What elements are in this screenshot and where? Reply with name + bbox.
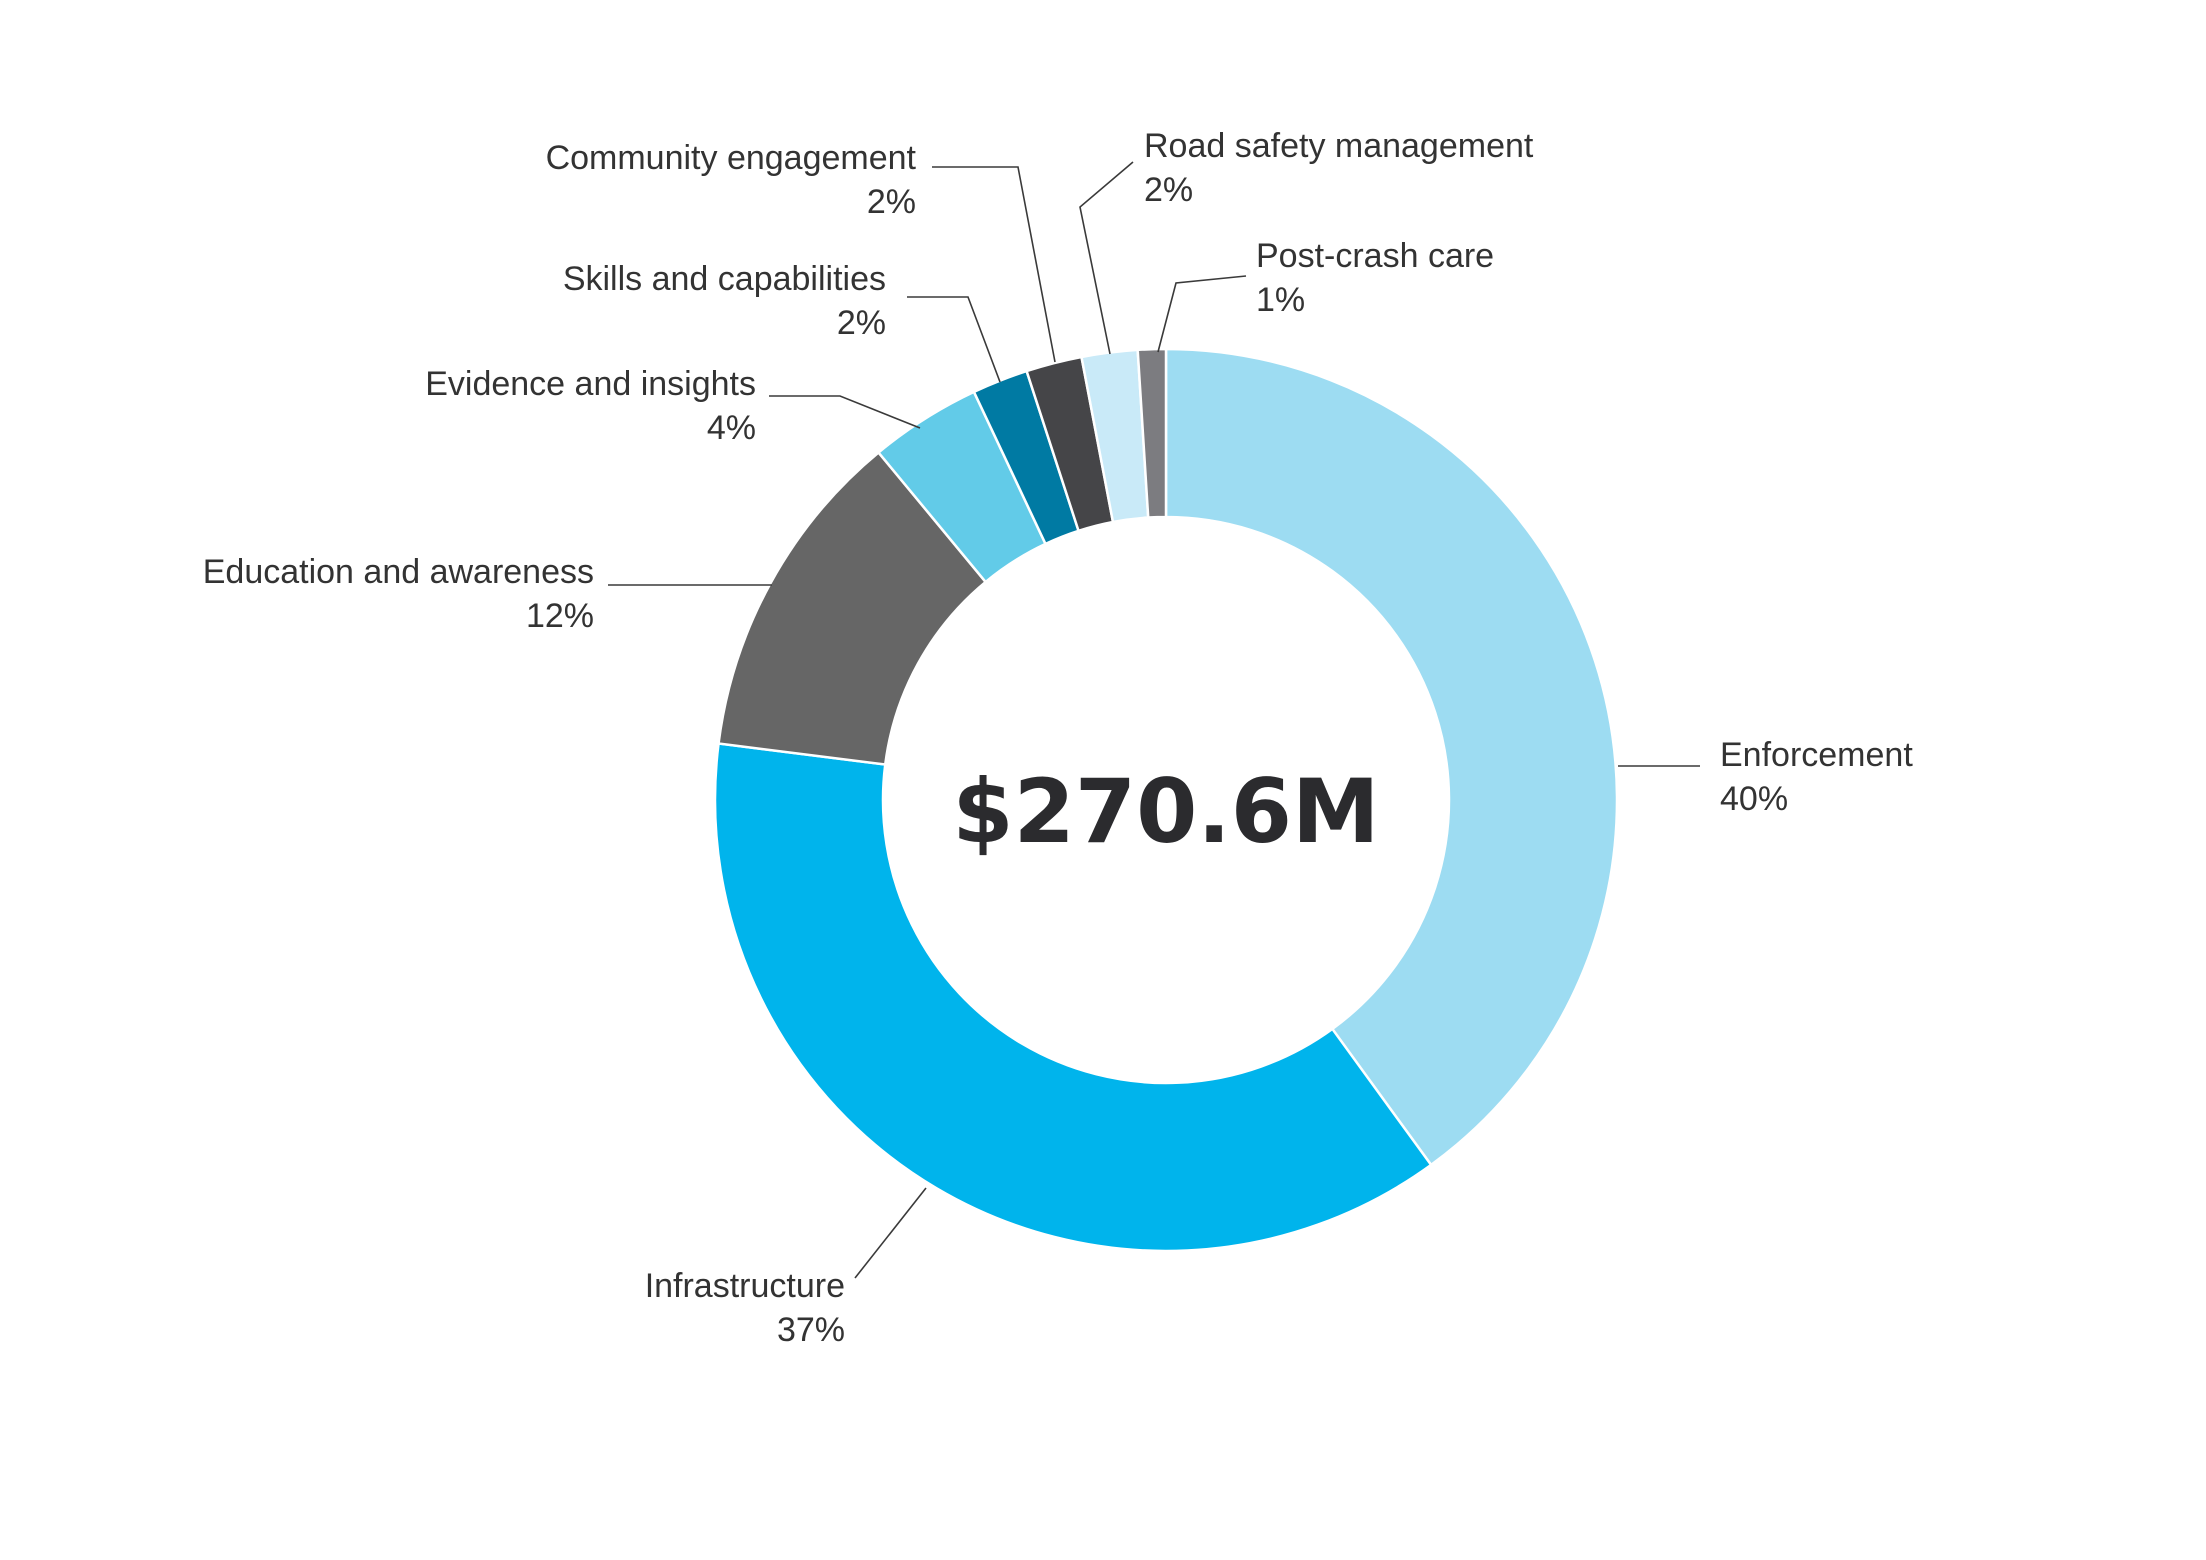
slice-enforcement: [1164, 347, 1619, 1167]
slice-value-evidence-and-insights: 4%: [707, 409, 756, 447]
center-total-label: $270.6M: [952, 760, 1379, 863]
slice-value-community-engagement: 2%: [867, 183, 916, 221]
slice-infrastructure: [713, 742, 1433, 1253]
slice-value-enforcement: 40%: [1720, 780, 1788, 818]
slice-label-skills-and-capabilities: Skills and capabilities: [563, 260, 886, 298]
leader-line-evidence-and-insights: [769, 395, 921, 429]
leader-line-skills-and-capabilities: [907, 296, 1001, 383]
slice-label-road-safety-management: Road safety management: [1144, 127, 1534, 165]
slice-post-crash-care: [1136, 347, 1168, 519]
slice-value-post-crash-care: 1%: [1256, 281, 1305, 319]
slice-labels: Enforcement 40% Infrastructure 37% Education…: [203, 127, 1914, 1349]
slices-layer: [713, 347, 1619, 1253]
leader-line-post-crash-care: [1157, 275, 1247, 353]
leader-line-infrastructure: [854, 1187, 927, 1279]
slice-label-enforcement: Enforcement: [1720, 736, 1913, 774]
slice-value-infrastructure: 37%: [777, 1311, 845, 1349]
slice-value-skills-and-capabilities: 2%: [837, 304, 886, 342]
slice-label-evidence-and-insights: Evidence and insights: [425, 365, 756, 403]
leader-line-road-safety-management: [1079, 161, 1134, 355]
slice-label-education-and-awareness: Education and awareness: [203, 553, 594, 591]
slice-label-community-engagement: Community engagement: [546, 139, 917, 177]
slice-value-education-and-awareness: 12%: [526, 597, 594, 635]
leader-line-community-engagement: [932, 166, 1056, 363]
slice-value-road-safety-management: 2%: [1144, 171, 1193, 209]
slice-label-infrastructure: Infrastructure: [645, 1267, 845, 1305]
slice-label-post-crash-care: Post-crash care: [1256, 237, 1494, 275]
leader-lines: [608, 161, 1700, 1279]
